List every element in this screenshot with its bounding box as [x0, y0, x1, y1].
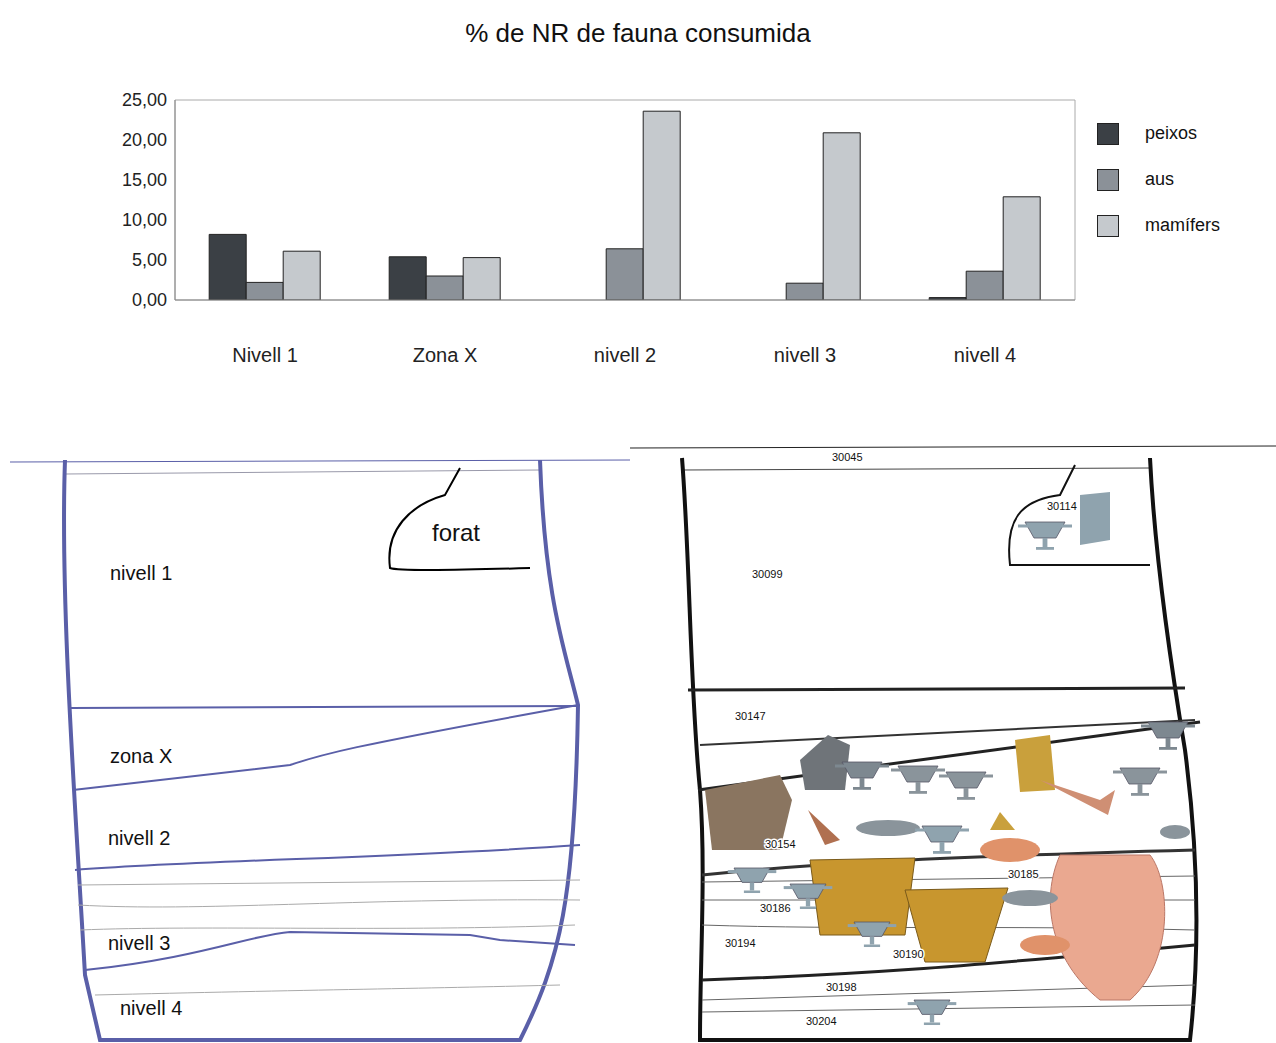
html-text:% de NR de fauna consumida: % de NR de fauna consumida — [465, 18, 811, 48]
svg-text:zona X: zona X — [110, 745, 172, 767]
svg-text:30099: 30099 — [752, 568, 783, 580]
svg-text:30154: 30154 — [765, 838, 796, 850]
svg-text:nivell 2: nivell 2 — [108, 827, 170, 849]
svg-text:30186: 30186 — [760, 902, 791, 914]
svg-text:30204: 30204 — [806, 1015, 837, 1027]
svg-text:0,00: 0,00 — [132, 290, 167, 310]
svg-text:20,00: 20,00 — [122, 130, 167, 150]
svg-text:30114: 30114 — [1047, 500, 1077, 512]
svg-text:15,00: 15,00 — [122, 170, 167, 190]
svg-text:30045: 30045 — [832, 451, 863, 463]
svg-text:nivell 4: nivell 4 — [954, 344, 1016, 366]
html-text:mamífers: mamífers — [1145, 215, 1220, 235]
svg-text:Zona X: Zona X — [413, 344, 477, 366]
svg-text:30147: 30147 — [735, 710, 766, 722]
svg-text:forat: forat — [432, 519, 480, 546]
svg-text:30198: 30198 — [826, 981, 857, 993]
html-text:peixos: peixos — [1145, 123, 1197, 143]
svg-text:nivell 3: nivell 3 — [774, 344, 836, 366]
svg-text:25,00: 25,00 — [122, 90, 167, 110]
svg-text:30194: 30194 — [725, 937, 756, 949]
svg-text:nivell 3: nivell 3 — [108, 932, 170, 954]
svg-text:30185: 30185 — [1008, 868, 1039, 880]
svg-text:nivell 1: nivell 1 — [110, 562, 172, 584]
svg-text:Nivell 1: Nivell 1 — [232, 344, 298, 366]
svg-text:5,00: 5,00 — [132, 250, 167, 270]
html-text:aus: aus — [1145, 169, 1174, 189]
svg-text:10,00: 10,00 — [122, 210, 167, 230]
svg-text:30190: 30190 — [893, 948, 924, 960]
svg-text:nivell 4: nivell 4 — [120, 997, 182, 1019]
svg-text:nivell 2: nivell 2 — [594, 344, 656, 366]
